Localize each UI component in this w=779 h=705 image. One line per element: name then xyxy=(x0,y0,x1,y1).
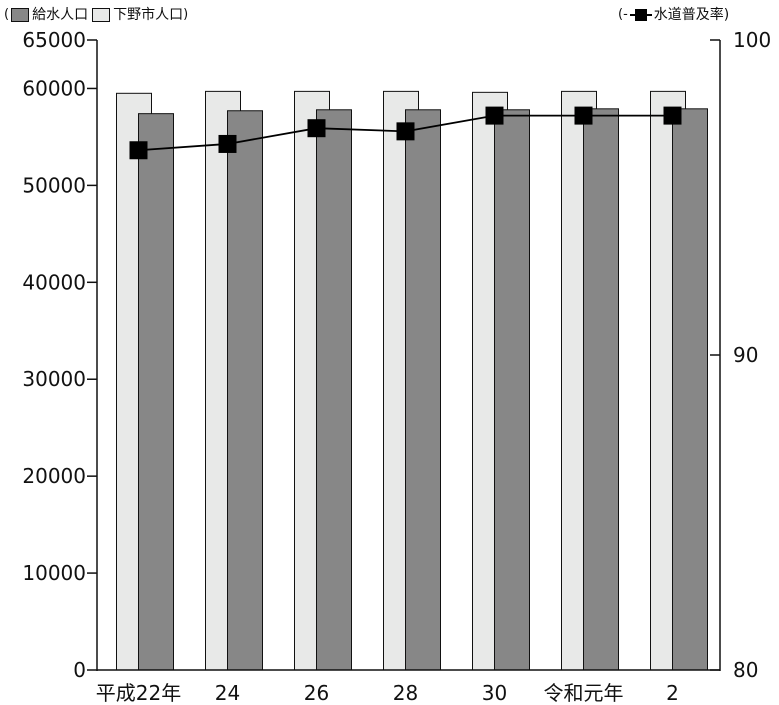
legend-label-city: 下野市人口 xyxy=(113,7,184,23)
left-tick-label-2: 20000 xyxy=(22,464,86,488)
x-tick-label-5: 令和元年 xyxy=(544,681,624,705)
left-tick-label-6: 60000 xyxy=(22,76,86,100)
rate-marker-2 xyxy=(307,119,326,138)
legend-label-rate: 水道普及率) xyxy=(653,7,730,23)
legend-swatch-city xyxy=(92,8,111,22)
legend-population: ( 給水人口 下野市人口 ) xyxy=(4,6,188,24)
left-tick-label-4: 40000 xyxy=(22,270,86,294)
bar-supplied-4 xyxy=(494,109,530,671)
legend-swatch-supplied xyxy=(11,8,30,22)
bar-supplied-2 xyxy=(316,109,352,671)
legend-rate-open: (- xyxy=(618,7,628,22)
rate-marker-0 xyxy=(129,141,148,160)
x-tick-label-4: 30 xyxy=(482,681,507,705)
bar-supplied-0 xyxy=(138,113,174,671)
legend-rate: (- 水道普及率) xyxy=(618,6,729,24)
legend-open-paren: ( xyxy=(4,7,10,22)
x-tick-label-0: 平成22年 xyxy=(96,681,181,705)
left-tick-label-5: 50000 xyxy=(22,173,86,197)
left-tick-label-1: 10000 xyxy=(22,561,86,585)
x-tick-label-2: 26 xyxy=(304,681,329,705)
x-tick-label-3: 28 xyxy=(393,681,418,705)
bar-supplied-3 xyxy=(405,109,441,671)
bar-supplied-1 xyxy=(227,110,263,671)
bar-supplied-6 xyxy=(672,108,708,671)
rate-marker-6 xyxy=(663,106,682,125)
legend-line-marker-icon xyxy=(629,8,652,22)
left-tick-label-0: 0 xyxy=(73,658,86,682)
x-tick-label-1: 24 xyxy=(215,681,240,705)
bar-supplied-5 xyxy=(583,108,619,671)
legend-label-supplied: 給水人口 xyxy=(32,7,89,23)
legend-close-paren: ) xyxy=(183,7,189,22)
right-tick-label-1: 90 xyxy=(733,343,758,367)
rate-marker-4 xyxy=(485,106,504,125)
x-tick-label-6: 2 xyxy=(666,681,679,705)
rate-marker-5 xyxy=(574,106,593,125)
rate-marker-3 xyxy=(396,122,415,141)
left-tick-label-7: 65000 xyxy=(22,28,86,52)
left-tick-label-3: 30000 xyxy=(22,367,86,391)
right-tick-label-0: 80 xyxy=(733,658,758,682)
rate-marker-1 xyxy=(218,134,237,153)
right-tick-label-2: 100 xyxy=(733,28,771,52)
